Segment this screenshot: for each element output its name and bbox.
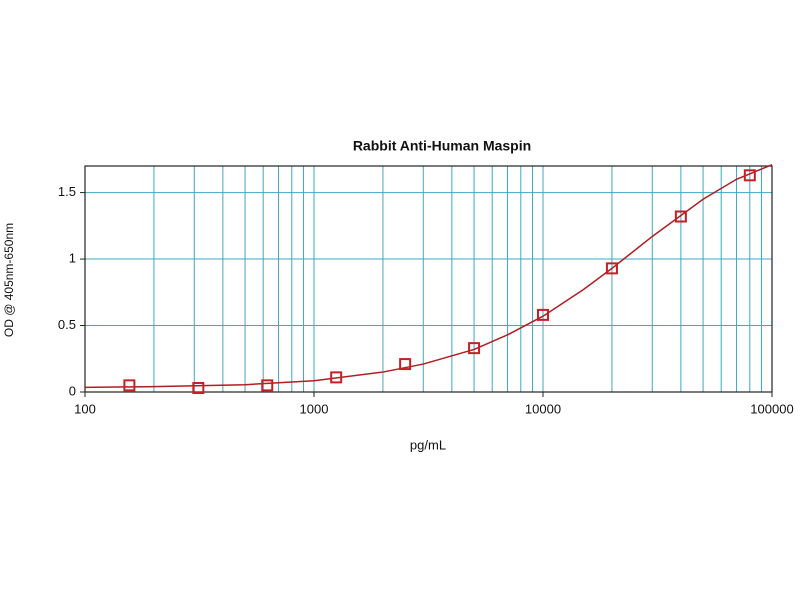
data-point [468,342,481,355]
data-point [743,169,756,182]
chart-title: Rabbit Anti-Human Maspin [353,138,531,154]
x-axis-label: pg/mL [410,437,446,452]
data-point [537,308,549,321]
y-tick-label: 1 [69,250,76,265]
plot-frame [84,165,773,393]
y-tick-label: 0.5 [58,317,76,332]
x-tick-label: 1000 [300,401,329,416]
x-tick-label: 100 [74,401,96,416]
fit-curve [84,163,773,389]
data-point [123,379,136,392]
y-axis-label: OD @ 405nm-650nm [2,223,16,337]
data-point [605,262,618,275]
y-tick-label: 0 [69,383,76,398]
x-tick-label: 100000 [750,401,793,416]
x-tick-label: 10000 [525,401,561,416]
data-point [399,358,412,371]
data-point [330,371,343,384]
data-point [192,382,205,395]
data-point [261,379,274,392]
y-tick-label: 1.5 [58,184,76,199]
data-point [674,210,687,223]
